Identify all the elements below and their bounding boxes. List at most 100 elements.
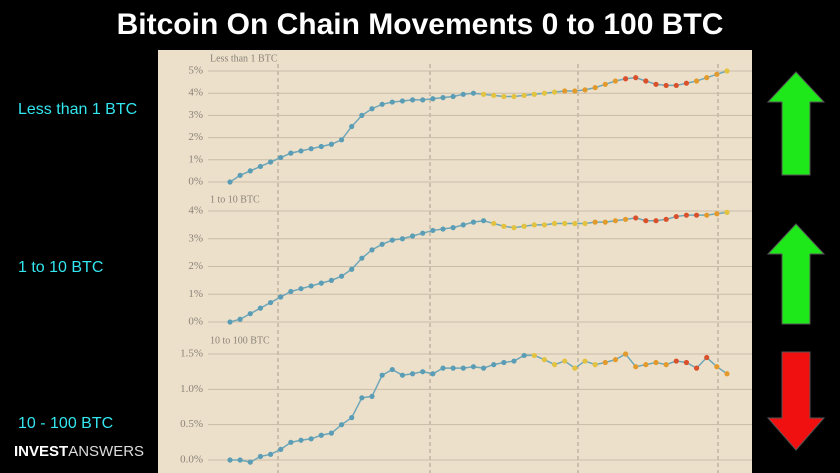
data-point (288, 150, 294, 156)
data-point (369, 106, 375, 112)
y-tick-label: 1% (188, 288, 203, 300)
data-point (724, 371, 730, 377)
data-point (572, 365, 578, 371)
data-point (562, 358, 568, 364)
data-point (612, 357, 619, 363)
data-point (480, 365, 487, 371)
data-point (622, 216, 629, 222)
data-point (369, 393, 375, 399)
data-point (582, 358, 588, 364)
data-point (278, 294, 284, 300)
data-point (683, 212, 690, 218)
data-point (582, 87, 588, 93)
data-point (653, 359, 659, 366)
data-point (288, 288, 294, 295)
y-tick-label: 3% (188, 109, 203, 121)
data-point (278, 446, 284, 452)
y-tick-label: 1.0% (180, 383, 203, 395)
data-point (612, 218, 619, 224)
data-point (379, 241, 385, 247)
data-point (653, 81, 659, 87)
data-point (643, 362, 649, 368)
data-point (531, 91, 537, 97)
data-point (511, 225, 517, 231)
data-point (633, 215, 639, 221)
data-point (602, 219, 608, 225)
data-point (714, 71, 720, 77)
row-label: Less than 1 BTC (18, 101, 137, 118)
logo: INVESTANSWERS (14, 443, 144, 460)
data-point (359, 395, 365, 401)
data-point (247, 311, 253, 317)
y-tick-label: 0.0% (180, 454, 203, 466)
data-point (633, 364, 639, 370)
data-point (663, 216, 669, 222)
row-label: 1 to 10 BTC (18, 259, 103, 276)
data-point (724, 68, 730, 74)
data-point (257, 453, 264, 460)
data-point (460, 91, 466, 97)
data-point (612, 78, 619, 84)
data-point (450, 93, 456, 100)
data-point (349, 266, 355, 272)
data-point (420, 97, 426, 103)
data-point (420, 369, 426, 375)
arrow-up (766, 223, 826, 325)
data-point (440, 365, 446, 371)
data-point (227, 319, 233, 325)
data-point (602, 359, 608, 366)
y-tick-label: 1% (188, 153, 203, 165)
data-point (450, 365, 456, 371)
data-point (389, 99, 395, 105)
data-point (338, 273, 345, 279)
slide-title: Bitcoin On Chain Movements 0 to 100 BTC (117, 8, 724, 41)
data-point (450, 225, 456, 231)
period-dividers (277, 64, 719, 473)
data-point (440, 95, 446, 101)
row-label: 10 - 100 BTC (18, 415, 113, 432)
data-point (602, 81, 608, 87)
data-point (683, 359, 690, 366)
data-point (541, 222, 548, 228)
data-point (480, 91, 487, 97)
data-point (501, 93, 507, 100)
data-point (247, 168, 253, 174)
data-point (673, 213, 679, 220)
data-point (318, 280, 324, 286)
data-point (237, 172, 243, 178)
data-point (298, 286, 304, 292)
data-point (298, 148, 304, 154)
data-point (389, 366, 395, 373)
logo-bold: INVEST (14, 443, 68, 460)
data-point (663, 362, 669, 368)
data-point (643, 78, 649, 84)
data-point (724, 209, 730, 215)
data-point (389, 237, 395, 243)
data-point (267, 159, 274, 165)
data-point (430, 371, 436, 377)
data-point (541, 90, 548, 96)
data-point (409, 233, 416, 239)
data-point (562, 220, 568, 227)
data-point (491, 92, 497, 99)
data-point (693, 365, 700, 371)
data-point (267, 299, 274, 306)
data-point (622, 351, 629, 357)
data-point (399, 98, 406, 104)
data-point (409, 97, 416, 103)
data-point (521, 352, 527, 359)
y-tick-label: 0.5% (180, 418, 203, 430)
data-point (521, 223, 527, 229)
data-point (501, 359, 507, 366)
y-tick-label: 2% (188, 131, 203, 143)
data-point (237, 316, 243, 322)
data-point (531, 222, 537, 228)
data-point (592, 362, 598, 368)
y-tick-label: 3% (188, 232, 203, 244)
chart-panel (158, 50, 752, 473)
panel-title: 10 to 100 BTC (210, 335, 270, 346)
data-point (511, 358, 517, 364)
data-point (460, 222, 466, 228)
